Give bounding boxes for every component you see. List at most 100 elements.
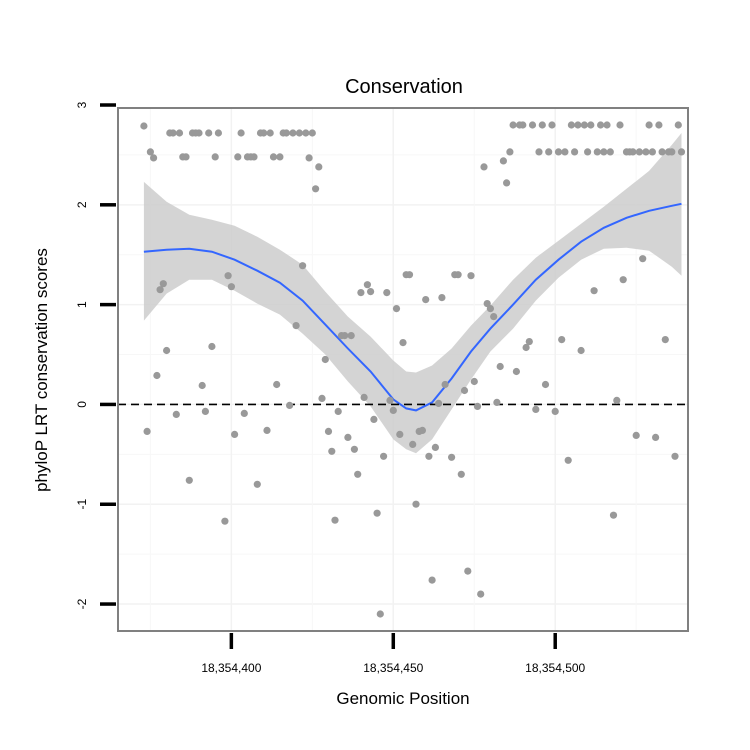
data-point [282,129,290,137]
y-tick-label: -2 [75,598,89,609]
plot-panel [117,107,689,632]
data-point [350,445,358,453]
data-point [545,148,553,156]
x-axis: 18,354,400 18,354,450 18,354,500 [201,633,586,675]
data-point [354,470,362,478]
data-point [299,262,307,270]
data-point [305,154,313,162]
data-point [328,447,336,455]
data-point [431,443,439,451]
data-point [464,567,472,575]
data-point [250,153,258,161]
data-point [383,289,391,297]
data-point [418,426,426,434]
data-point [512,367,521,376]
data-point [493,398,501,406]
data-point [231,430,239,438]
data-point [341,332,349,340]
data-point [153,371,161,380]
data-point [590,287,598,295]
data-points [140,121,686,618]
data-point [140,122,148,130]
data-point [616,121,624,129]
y-axis: -2 -1 0 1 2 3 [75,101,116,609]
data-point [597,121,605,129]
data-point [195,129,203,137]
data-point [551,407,559,415]
data-point [642,148,650,156]
data-point [506,148,514,156]
data-point [150,154,158,162]
x-tick-label: 18,354,450 [363,661,423,675]
data-point [603,121,611,129]
data-point [302,129,310,137]
data-point [477,590,485,598]
data-point [324,427,333,435]
data-point [308,129,316,137]
data-point [409,440,417,448]
data-point [629,148,637,156]
data-point [584,148,592,156]
data-point [528,121,537,129]
data-point [561,148,569,156]
data-point [286,401,294,409]
smooth-line-layer [143,202,682,412]
data-point [253,480,261,488]
y-axis-title: phyloP LRT conservation scores [32,248,51,492]
data-point [619,276,627,284]
data-point [185,476,193,484]
data-point [632,431,640,439]
data-point [571,148,579,156]
data-point [214,129,222,137]
data-point [273,380,281,389]
data-point [389,406,397,414]
data-point [269,153,278,161]
data-point [671,452,679,460]
data-point [357,289,365,297]
data-point [373,509,381,517]
data-point [205,129,213,137]
data-point [454,271,462,279]
data-point [428,576,436,584]
data-point [577,346,585,355]
data-point [399,339,407,347]
data-point [496,362,504,371]
x-tick-label: 18,354,500 [525,661,585,675]
data-point [386,396,394,404]
data-point [538,121,546,129]
data-point [318,394,326,402]
data-point [221,517,229,525]
data-point [661,336,669,344]
data-point [652,433,660,441]
x-tick-label: 18,354,400 [201,661,261,675]
data-point [315,163,323,171]
data-point [503,179,511,187]
data-point [486,305,494,313]
y-tick-label: 2 [75,201,89,208]
data-point [334,407,342,415]
data-point [198,381,206,390]
data-point [525,338,533,346]
data-point [392,305,401,313]
data-point [648,148,657,156]
data-point [457,470,465,478]
data-point [467,272,475,280]
data-point [376,610,384,618]
data-point [435,399,443,407]
data-point [201,407,209,415]
data-point [655,121,663,129]
y-tick-label: 3 [75,101,89,108]
data-point [606,148,614,156]
data-point [227,283,235,291]
data-point [574,121,582,129]
data-point [363,281,371,289]
data-point [499,157,507,165]
data-point [169,129,177,137]
data-point [587,121,595,129]
chart-title: Conservation [345,76,463,98]
data-point [580,121,589,129]
data-point [558,336,566,344]
data-point [172,410,180,418]
data-point [208,342,216,351]
data-point [460,386,469,395]
